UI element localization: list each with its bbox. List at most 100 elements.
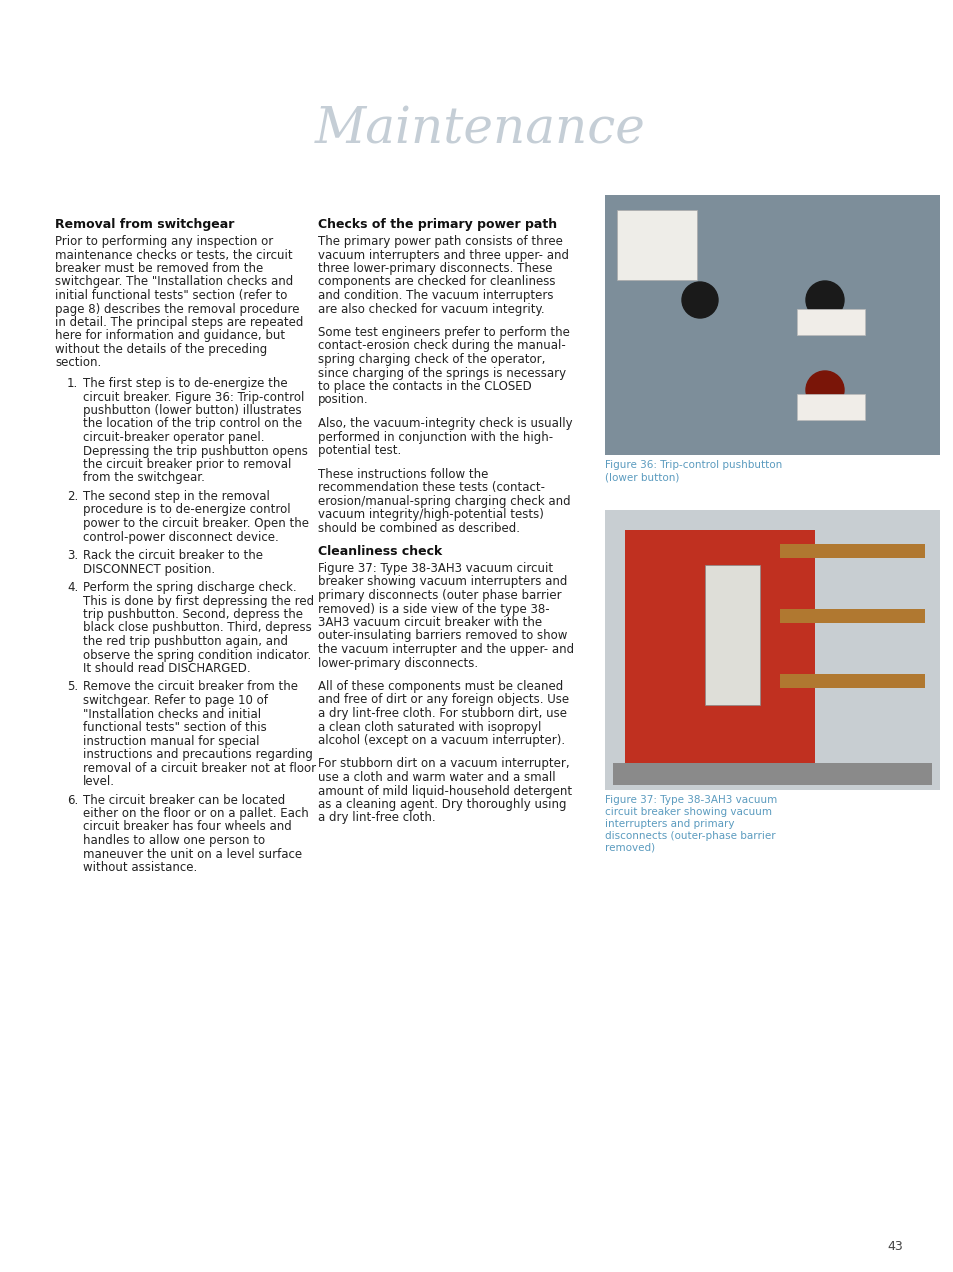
Text: These instructions follow the: These instructions follow the	[317, 468, 488, 481]
Text: The second step in the removal: The second step in the removal	[83, 490, 270, 502]
Text: disconnects (outer-phase barrier: disconnects (outer-phase barrier	[604, 831, 775, 841]
Bar	[613, 763, 931, 785]
Text: Figure 37: Type 38-3AH3 vacuum: Figure 37: Type 38-3AH3 vacuum	[604, 795, 777, 805]
Text: circuit-breaker operator panel.: circuit-breaker operator panel.	[83, 431, 264, 444]
Text: pushbutton (lower button) illustrates: pushbutton (lower button) illustrates	[83, 404, 301, 417]
Text: Rack the circuit breaker to the: Rack the circuit breaker to the	[83, 550, 263, 562]
Text: either on the floor or on a pallet. Each: either on the floor or on a pallet. Each	[83, 806, 309, 820]
Text: maneuver the unit on a level surface: maneuver the unit on a level surface	[83, 847, 302, 860]
Text: 1.: 1.	[67, 377, 78, 391]
Bar	[617, 210, 697, 280]
Circle shape	[805, 371, 843, 410]
Text: the circuit breaker prior to removal: the circuit breaker prior to removal	[83, 458, 291, 471]
Text: breaker showing vacuum interrupters and: breaker showing vacuum interrupters and	[317, 575, 567, 589]
Text: vacuum interrupters and three upper- and: vacuum interrupters and three upper- and	[317, 248, 568, 262]
Bar	[780, 544, 924, 558]
Text: Maintenance: Maintenance	[314, 106, 645, 155]
Text: power to the circuit breaker. Open the: power to the circuit breaker. Open the	[83, 516, 309, 530]
Text: 3AH3 vacuum circuit breaker with the: 3AH3 vacuum circuit breaker with the	[317, 616, 541, 628]
Text: black close pushbutton. Third, depress: black close pushbutton. Third, depress	[83, 622, 312, 635]
Text: vacuum integrity/high-potential tests): vacuum integrity/high-potential tests)	[317, 508, 543, 522]
Text: erosion/manual-spring charging check and: erosion/manual-spring charging check and	[317, 495, 570, 508]
Text: maintenance checks or tests, the circuit: maintenance checks or tests, the circuit	[55, 248, 293, 262]
Text: Also, the vacuum-integrity check is usually: Also, the vacuum-integrity check is usua…	[317, 417, 572, 430]
Text: removed): removed)	[604, 843, 655, 854]
Text: circuit breaker has four wheels and: circuit breaker has four wheels and	[83, 820, 292, 833]
Text: handles to allow one person to: handles to allow one person to	[83, 834, 265, 847]
Bar	[604, 510, 939, 790]
Text: switchgear. The "Installation checks and: switchgear. The "Installation checks and	[55, 276, 293, 289]
Text: page 8) describes the removal procedure: page 8) describes the removal procedure	[55, 303, 299, 315]
Text: lower-primary disconnects.: lower-primary disconnects.	[317, 656, 477, 669]
Text: circuit breaker showing vacuum: circuit breaker showing vacuum	[604, 806, 771, 817]
Text: contact-erosion check during the manual-: contact-erosion check during the manual-	[317, 340, 565, 352]
Text: "Installation checks and initial: "Installation checks and initial	[83, 707, 261, 720]
Circle shape	[805, 281, 843, 319]
Text: initial functional tests" section (refer to: initial functional tests" section (refer…	[55, 289, 287, 301]
Text: interrupters and primary: interrupters and primary	[604, 819, 734, 829]
Text: use a cloth and warm water and a small: use a cloth and warm water and a small	[317, 771, 555, 784]
Text: switchgear. Refer to page 10 of: switchgear. Refer to page 10 of	[83, 695, 268, 707]
Text: 6.: 6.	[67, 794, 78, 806]
Bar	[780, 609, 924, 623]
Text: as a cleaning agent. Dry thoroughly using: as a cleaning agent. Dry thoroughly usin…	[317, 798, 566, 812]
Text: The primary power path consists of three: The primary power path consists of three	[317, 235, 562, 248]
Text: 2.: 2.	[67, 490, 78, 502]
Text: Perform the spring discharge check.: Perform the spring discharge check.	[83, 581, 296, 594]
Text: outer-insulating barriers removed to show: outer-insulating barriers removed to sho…	[317, 630, 567, 642]
Bar	[796, 309, 864, 335]
Text: removed) is a side view of the type 38-: removed) is a side view of the type 38-	[317, 603, 549, 616]
Text: the location of the trip control on the: the location of the trip control on the	[83, 417, 302, 430]
Text: All of these components must be cleaned: All of these components must be cleaned	[317, 681, 562, 693]
Bar	[604, 195, 939, 455]
Circle shape	[681, 282, 718, 318]
Text: removal of a circuit breaker not at floor: removal of a circuit breaker not at floo…	[83, 762, 315, 775]
Text: trip pushbutton. Second, depress the: trip pushbutton. Second, depress the	[83, 608, 303, 621]
Text: control-power disconnect device.: control-power disconnect device.	[83, 530, 278, 543]
Text: without assistance.: without assistance.	[83, 861, 197, 874]
Text: functional tests" section of this: functional tests" section of this	[83, 721, 267, 734]
Text: observe the spring condition indicator.: observe the spring condition indicator.	[83, 649, 311, 661]
Text: Removal from switchgear: Removal from switchgear	[55, 218, 234, 232]
Text: to place the contacts in the CLOSED: to place the contacts in the CLOSED	[317, 380, 531, 393]
Text: circuit breaker. Figure 36: Trip-control: circuit breaker. Figure 36: Trip-control	[83, 391, 304, 403]
Text: the red trip pushbutton again, and: the red trip pushbutton again, and	[83, 635, 288, 647]
Text: potential test.: potential test.	[317, 444, 401, 457]
Text: instructions and precautions regarding: instructions and precautions regarding	[83, 748, 313, 761]
Text: Prior to performing any inspection or: Prior to performing any inspection or	[55, 235, 273, 248]
Text: a dry lint-free cloth. For stubborn dirt, use: a dry lint-free cloth. For stubborn dirt…	[317, 707, 566, 720]
Bar	[796, 394, 864, 420]
Text: DISCONNECT position.: DISCONNECT position.	[83, 562, 214, 575]
Bar	[624, 530, 814, 770]
Text: Figure 37: Type 38-3AH3 vacuum circuit: Figure 37: Type 38-3AH3 vacuum circuit	[317, 562, 553, 575]
Text: a dry lint-free cloth.: a dry lint-free cloth.	[317, 812, 436, 824]
Text: are also checked for vacuum integrity.: are also checked for vacuum integrity.	[317, 303, 544, 315]
Text: 43: 43	[886, 1240, 902, 1253]
Text: spring charging check of the operator,: spring charging check of the operator,	[317, 354, 545, 366]
Text: Remove the circuit breaker from the: Remove the circuit breaker from the	[83, 681, 297, 693]
Text: amount of mild liquid-household detergent: amount of mild liquid-household detergen…	[317, 785, 572, 798]
Text: performed in conjunction with the high-: performed in conjunction with the high-	[317, 430, 553, 444]
Text: from the switchgear.: from the switchgear.	[83, 472, 205, 485]
Text: recommendation these tests (contact-: recommendation these tests (contact-	[317, 481, 544, 494]
Text: (lower button): (lower button)	[604, 472, 679, 482]
Text: since charging of the springs is necessary: since charging of the springs is necessa…	[317, 366, 565, 379]
Text: and condition. The vacuum interrupters: and condition. The vacuum interrupters	[317, 289, 553, 301]
Text: 3.: 3.	[67, 550, 78, 562]
Text: the vacuum interrupter and the upper- and: the vacuum interrupter and the upper- an…	[317, 644, 574, 656]
Text: a clean cloth saturated with isopropyl: a clean cloth saturated with isopropyl	[317, 720, 540, 734]
Text: components are checked for cleanliness: components are checked for cleanliness	[317, 276, 555, 289]
Text: instruction manual for special: instruction manual for special	[83, 734, 259, 748]
Text: The circuit breaker can be located: The circuit breaker can be located	[83, 794, 285, 806]
Text: breaker must be removed from the: breaker must be removed from the	[55, 262, 263, 275]
Text: This is done by first depressing the red: This is done by first depressing the red	[83, 594, 314, 608]
Text: should be combined as described.: should be combined as described.	[317, 522, 519, 534]
Text: 4.: 4.	[67, 581, 78, 594]
Text: Cleanliness check: Cleanliness check	[317, 544, 442, 558]
Text: in detail. The principal steps are repeated: in detail. The principal steps are repea…	[55, 315, 303, 329]
Text: Figure 36: Trip-control pushbutton: Figure 36: Trip-control pushbutton	[604, 460, 781, 469]
Text: without the details of the preceding: without the details of the preceding	[55, 343, 267, 356]
Bar	[704, 565, 760, 705]
Text: procedure is to de-energize control: procedure is to de-energize control	[83, 504, 291, 516]
Bar	[780, 674, 924, 688]
